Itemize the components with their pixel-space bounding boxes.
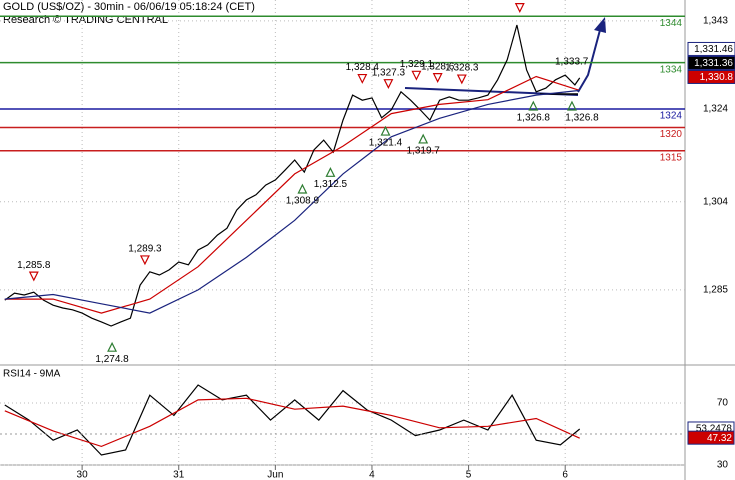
high-label: 1,285.8 — [17, 260, 51, 271]
x-tick-label: 30 — [77, 470, 89, 480]
chart-title: GOLD (US$/OZ) - 30min - 06/06/19 05:18:2… — [3, 1, 255, 13]
high-marker — [456, 74, 467, 85]
high-marker — [357, 73, 368, 84]
value-tag-label: 47.32 — [707, 433, 732, 444]
high-marker — [28, 271, 39, 282]
y-tick-label: 70 — [717, 398, 729, 409]
high-label: 1,329.1 — [400, 59, 434, 70]
low-label: 1,326.8 — [517, 113, 551, 124]
y-tick-label: 1,343 — [703, 16, 728, 27]
high-label: 1,328.6 — [421, 61, 455, 72]
low-marker — [297, 183, 308, 194]
series-line — [4, 75, 580, 314]
x-tick-label: 31 — [173, 470, 185, 480]
y-tick-label: 1,324 — [703, 104, 728, 115]
target-label: 1,333.7 — [555, 57, 589, 68]
forecast-arrow — [577, 29, 601, 93]
x-tick-label: 5 — [466, 470, 472, 480]
price-tag — [687, 55, 735, 70]
high-label: 1,327.3 — [372, 67, 406, 78]
x-tick-label: Jun — [267, 470, 283, 480]
low-label: 1,326.8 — [565, 113, 599, 124]
high-marker — [383, 79, 394, 90]
value-tag — [687, 430, 735, 445]
low-marker — [418, 133, 429, 144]
low-label: 1,312.5 — [314, 179, 348, 190]
series-line — [4, 397, 580, 448]
level-label: 1320 — [660, 129, 683, 140]
low-label: 1,308.9 — [286, 196, 320, 207]
low-marker — [107, 341, 118, 352]
low-label: 1,319.7 — [406, 146, 440, 157]
level-label: 1315 — [660, 152, 683, 163]
high-label: 1,328.3 — [445, 63, 479, 74]
rsi-title: RSI14 - 9MA — [3, 369, 61, 380]
y-tick-label: 1,285 — [703, 285, 728, 296]
high-label: 1,328.4 — [346, 62, 380, 73]
high-label: 1,289.3 — [128, 244, 162, 255]
high-marker — [139, 255, 150, 266]
x-tick-label: 4 — [369, 470, 375, 480]
arrow-head — [594, 17, 606, 33]
level-label: 1334 — [660, 64, 683, 75]
high-marker — [514, 3, 525, 13]
low-label: 1,274.8 — [95, 354, 129, 365]
high-marker — [411, 70, 422, 81]
low-marker — [380, 125, 391, 136]
level-label: 1344 — [660, 18, 683, 29]
x-tick-label: 6 — [562, 470, 568, 480]
high-marker — [432, 73, 443, 83]
price-tag — [687, 41, 735, 56]
low-label: 1,321.4 — [369, 138, 403, 149]
price-tag-label: 1,331.46 — [694, 44, 733, 55]
price-tag-label: 1,331.36 — [694, 58, 733, 69]
series-line — [4, 384, 581, 456]
series-line — [4, 89, 580, 314]
price-tag-label: 1,330.8 — [700, 72, 734, 83]
price-tag — [687, 69, 735, 84]
low-marker — [528, 100, 539, 111]
y-tick-label: 30 — [717, 460, 729, 471]
series-line — [4, 24, 581, 327]
value-tag-label: 53.2478 — [696, 424, 733, 435]
y-tick-label: 1,304 — [703, 196, 728, 207]
low-marker — [566, 100, 577, 111]
low-marker — [325, 166, 336, 177]
level-label: 1324 — [660, 111, 683, 122]
